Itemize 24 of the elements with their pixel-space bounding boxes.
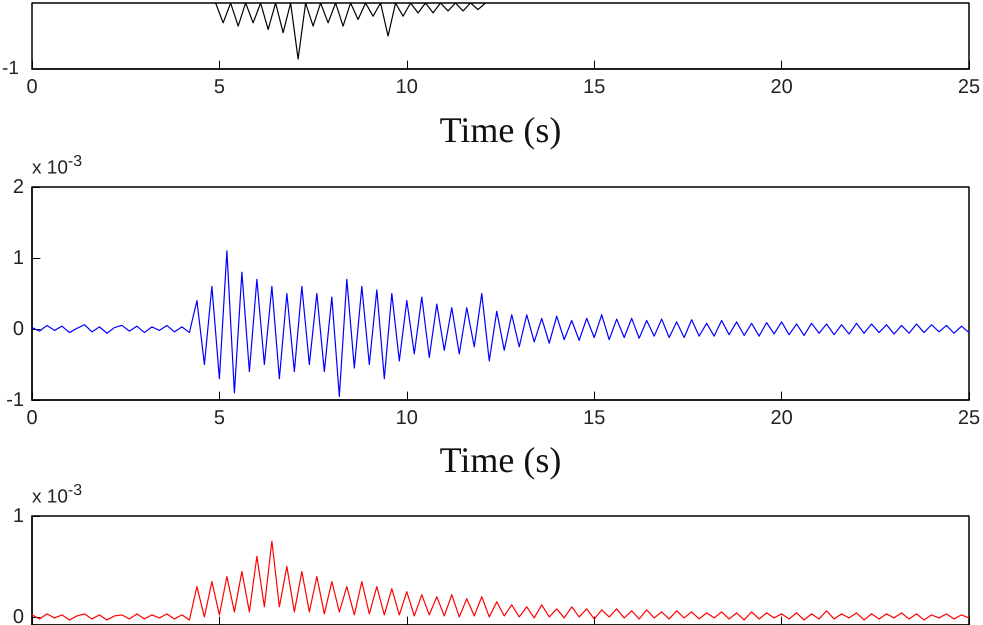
y-tick-label: 2 (12, 176, 24, 198)
x-tick-label: 20 (770, 76, 793, 98)
line-series (31, 540, 970, 621)
x-tick-label: 0 (26, 76, 38, 98)
text: x 10$^{-3}$ (32, 482, 82, 508)
y-tick-label: 1 (12, 247, 24, 269)
x-tick-label: 25 (958, 76, 980, 98)
y-tick-label: 0 (12, 318, 24, 340)
text: x 10$^{-3}$ (32, 153, 82, 180)
x-tick-label: 25 (958, 407, 980, 429)
x-tick-label: 0 (26, 407, 38, 429)
x-tick-label: 5 (214, 407, 225, 429)
x-tick-label: 10 (396, 76, 418, 98)
x-axis-title: Time (s) (440, 110, 562, 150)
y-tick-label: 1 (12, 505, 24, 527)
y-tick-label: -1 (6, 389, 24, 411)
x-tick-label: 15 (583, 76, 606, 98)
x-tick-label: 10 (396, 407, 418, 429)
line-series (31, 250, 970, 398)
x-tick-label: 20 (770, 407, 793, 429)
x-tick-label: 15 (583, 407, 606, 429)
x-axis-title: Time (s) (440, 440, 562, 480)
y-tick-label: 0 (12, 606, 24, 625)
x-tick-label: 5 (214, 76, 225, 98)
